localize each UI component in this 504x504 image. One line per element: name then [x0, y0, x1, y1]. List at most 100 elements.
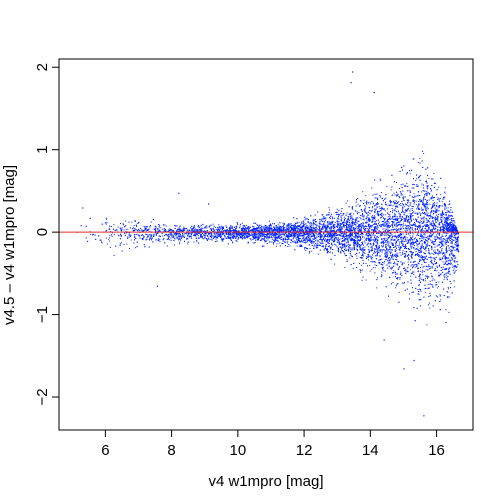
- data-point: [337, 220, 339, 222]
- data-point: [423, 247, 424, 249]
- data-point: [406, 173, 408, 175]
- data-point: [353, 243, 355, 245]
- data-point: [433, 223, 435, 225]
- data-point: [385, 237, 387, 239]
- data-point: [454, 220, 455, 222]
- data-point: [149, 234, 151, 236]
- data-point: [109, 247, 111, 248]
- data-point: [325, 225, 327, 227]
- data-point: [422, 204, 424, 206]
- data-point: [329, 227, 330, 229]
- data-point: [403, 217, 405, 219]
- data-point: [266, 236, 268, 238]
- data-point: [200, 228, 202, 230]
- data-point: [433, 172, 435, 174]
- data-point: [305, 242, 307, 244]
- data-point: [362, 191, 364, 193]
- data-point: [444, 196, 446, 198]
- data-point: [441, 245, 443, 247]
- data-point: [419, 212, 421, 214]
- data-point: [390, 268, 392, 270]
- data-point: [445, 268, 447, 270]
- data-point: [341, 236, 343, 238]
- data-point: [261, 239, 263, 241]
- data-point: [430, 229, 432, 231]
- data-point: [106, 243, 108, 245]
- data-point: [362, 255, 364, 257]
- data-point: [444, 209, 446, 210]
- data-point: [410, 243, 412, 245]
- data-point: [282, 228, 284, 230]
- data-point: [415, 264, 417, 266]
- data-point: [381, 258, 383, 260]
- data-point: [331, 232, 333, 234]
- data-point: [427, 225, 429, 227]
- data-point: [123, 244, 125, 246]
- data-point: [349, 223, 351, 225]
- data-point: [343, 226, 345, 228]
- data-point: [447, 236, 449, 238]
- data-point: [360, 232, 362, 234]
- data-point: [326, 222, 328, 224]
- data-point: [309, 238, 311, 240]
- data-point: [125, 229, 127, 231]
- data-point: [262, 228, 264, 230]
- data-point: [186, 238, 188, 240]
- data-point: [372, 256, 374, 258]
- data-point: [404, 205, 406, 207]
- data-point: [347, 220, 349, 222]
- data-point: [330, 223, 332, 225]
- data-point: [434, 212, 436, 214]
- data-point: [366, 237, 368, 239]
- data-point: [431, 189, 432, 191]
- data-point: [364, 221, 366, 223]
- data-point: [389, 235, 391, 237]
- data-point: [452, 242, 453, 244]
- data-point: [405, 255, 406, 257]
- data-point: [325, 238, 326, 240]
- data-point: [353, 222, 355, 224]
- data-point: [413, 211, 415, 213]
- data-point: [235, 240, 237, 242]
- data-point: [346, 259, 348, 261]
- data-point: [210, 233, 212, 234]
- data-point: [429, 268, 431, 270]
- data-point: [439, 294, 441, 296]
- data-point: [425, 180, 427, 182]
- data-point: [397, 220, 399, 222]
- data-point: [326, 229, 328, 231]
- data-point: [318, 253, 320, 255]
- data-point: [453, 286, 455, 288]
- data-point: [446, 210, 448, 212]
- data-point: [367, 246, 369, 248]
- data-point: [324, 220, 326, 222]
- data-point: [440, 273, 442, 275]
- data-point: [392, 249, 393, 251]
- data-point: [411, 257, 413, 259]
- data-point: [345, 217, 347, 219]
- data-point: [293, 228, 295, 230]
- data-point: [319, 221, 321, 222]
- data-point: [436, 263, 438, 265]
- data-point: [388, 227, 390, 229]
- data-point: [178, 234, 180, 236]
- data-point: [346, 212, 348, 214]
- data-point: [364, 242, 366, 244]
- data-point: [325, 244, 327, 246]
- data-point: [444, 259, 446, 261]
- data-point: [430, 216, 432, 218]
- data-point: [298, 229, 300, 231]
- data-point: [386, 224, 388, 226]
- data-point: [313, 241, 315, 243]
- data-point: [369, 227, 370, 229]
- data-point: [371, 232, 372, 234]
- data-point: [303, 235, 305, 237]
- data-point: [395, 203, 397, 205]
- data-point: [431, 248, 433, 250]
- data-point: [424, 278, 426, 280]
- data-point: [334, 222, 336, 223]
- data-point: [195, 233, 197, 235]
- data-point: [397, 260, 399, 262]
- data-point: [243, 230, 245, 232]
- data-point: [319, 241, 321, 243]
